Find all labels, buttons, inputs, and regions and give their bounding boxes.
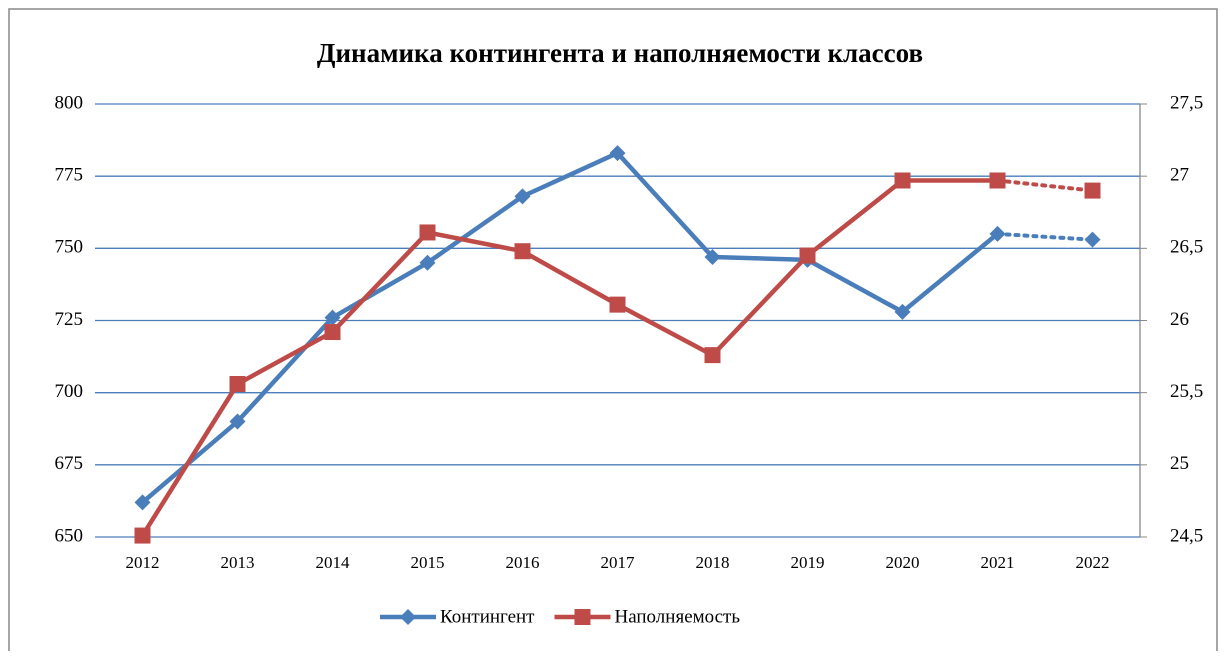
y-tick-label: 650 — [55, 525, 84, 546]
point — [1084, 182, 1101, 199]
point — [894, 172, 911, 189]
point — [134, 527, 151, 544]
series-line — [140, 178, 998, 537]
x-tick-label: 2015 — [411, 553, 445, 572]
x-tick-label: 2012 — [126, 553, 160, 572]
point — [324, 309, 341, 326]
chart-title: Динамика контингента и наполняемости кла… — [317, 38, 923, 68]
point — [324, 324, 341, 341]
y2-tick-label: 26 — [1170, 309, 1189, 330]
point — [609, 145, 626, 162]
series-line-dashed — [995, 231, 1095, 242]
y-tick-label: 725 — [55, 309, 84, 330]
point — [419, 254, 436, 271]
point — [894, 303, 911, 320]
y2-tick-label: 24,5 — [1170, 525, 1203, 546]
point — [229, 413, 246, 430]
y2-tick-label: 25 — [1170, 453, 1189, 474]
y2-tick-label: 27 — [1170, 165, 1189, 186]
x-tick-label: 2014 — [316, 553, 351, 572]
legend-marker — [400, 609, 416, 625]
x-tick-label: 2021 — [981, 553, 1015, 572]
y-tick-label: 750 — [55, 237, 84, 258]
series-line-dashed — [995, 178, 1095, 193]
point — [229, 376, 246, 393]
x-tick-label: 2022 — [1076, 553, 1110, 572]
legend-label: Контингент — [440, 606, 535, 627]
y2-tick-label: 25,5 — [1170, 381, 1203, 402]
point — [514, 243, 531, 260]
chart-border — [8, 8, 1218, 656]
x-tick-label: 2017 — [601, 553, 636, 572]
point — [799, 247, 816, 264]
point — [989, 172, 1006, 189]
legend-label: Наполняемость — [614, 606, 740, 627]
y2-tick-label: 27,5 — [1170, 92, 1203, 113]
point — [609, 296, 626, 313]
x-tick-label: 2019 — [791, 553, 825, 572]
point — [514, 188, 531, 205]
point — [134, 494, 151, 511]
y-tick-label: 675 — [55, 453, 84, 474]
point — [1084, 231, 1101, 248]
y-tick-label: 700 — [55, 381, 84, 402]
x-tick-label: 2013 — [221, 553, 255, 572]
series-line — [141, 150, 999, 505]
y2-tick-label: 26,5 — [1170, 237, 1203, 258]
y-tick-label: 800 — [55, 92, 84, 113]
x-tick-label: 2018 — [696, 553, 730, 572]
legend-marker — [574, 609, 591, 625]
point — [989, 225, 1006, 242]
point — [704, 248, 721, 265]
point — [704, 347, 721, 364]
x-tick-label: 2016 — [506, 553, 540, 572]
y-tick-label: 775 — [55, 165, 84, 186]
point — [419, 224, 436, 241]
x-tick-label: 2020 — [886, 553, 920, 572]
